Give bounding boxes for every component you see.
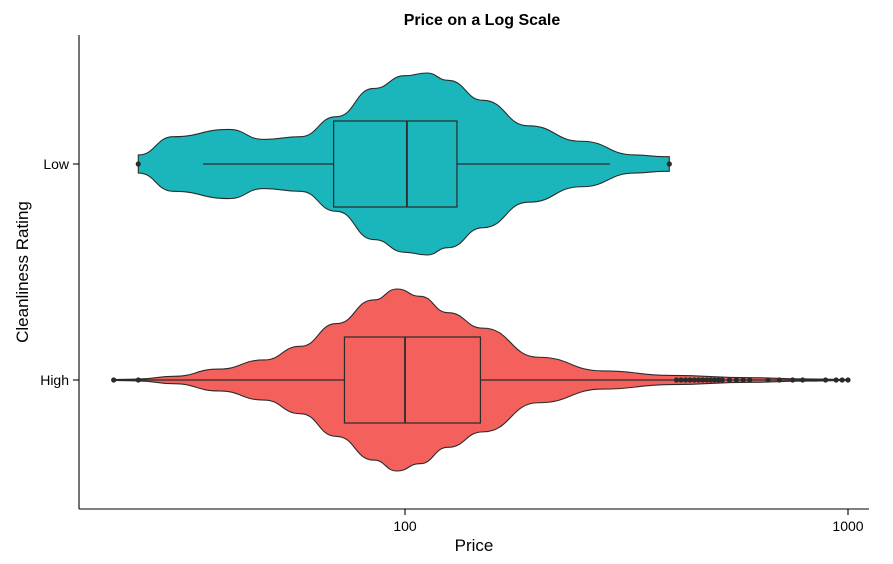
y-axis-ticks: Low High — [40, 156, 79, 388]
outlier-point-high — [712, 377, 718, 383]
outlier-point-high — [673, 377, 680, 383]
outlier-point-high — [733, 377, 740, 383]
outlier-point-high — [740, 377, 746, 383]
box-high — [343, 336, 482, 424]
outlier-point-high — [800, 377, 806, 383]
outlier-point-high — [704, 377, 710, 383]
outlier-point-high — [708, 377, 714, 383]
x-tick-label-1000: 1000 — [832, 518, 863, 534]
boxplots-layer — [160, 120, 677, 424]
outlier-point-high — [691, 377, 697, 383]
outlier-point-high — [135, 377, 141, 383]
outlier-point-high — [790, 377, 796, 383]
x-axis-title: Price — [455, 536, 494, 555]
y-tick-label-high: High — [40, 372, 69, 388]
outlier-point-high — [678, 377, 684, 383]
outlier-point-high — [845, 377, 851, 383]
outliers-layer — [111, 161, 851, 383]
outlier-point-high — [839, 377, 845, 383]
y-tick-label-low: Low — [43, 156, 70, 172]
outlier-point-high — [747, 377, 753, 383]
outlier-point-high — [719, 377, 725, 383]
outlier-point-high — [683, 377, 689, 383]
chart-title: Price on a Log Scale — [404, 12, 561, 29]
outlier-point-high — [700, 377, 706, 383]
outlier-point-low — [135, 161, 141, 167]
outlier-point-high — [833, 377, 839, 383]
x-axis-ticks: 100 1000 — [393, 509, 864, 534]
outlier-point-high — [696, 377, 702, 383]
outlier-point-high — [715, 377, 722, 383]
x-tick-label-100: 100 — [393, 518, 417, 534]
box-low — [333, 120, 458, 208]
outlier-point-high — [687, 377, 693, 383]
outlier-point-high — [111, 377, 117, 383]
outlier-point-high — [776, 377, 782, 383]
y-axis-title: Cleanliness Rating — [13, 201, 32, 343]
outlier-point-low — [666, 161, 672, 167]
outlier-point-high — [765, 377, 771, 383]
outlier-point-high — [726, 377, 733, 383]
outlier-point-high — [822, 377, 829, 383]
